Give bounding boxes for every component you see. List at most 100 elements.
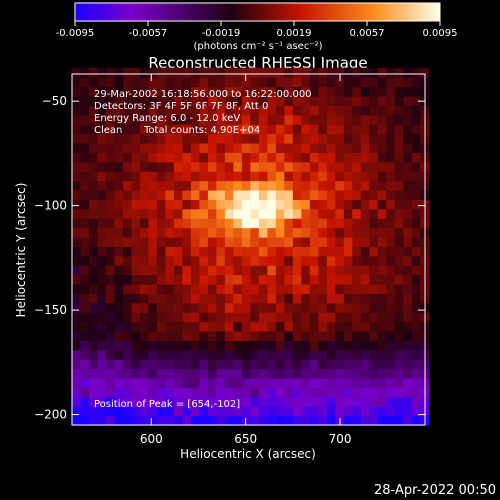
- heatmap-cell: [114, 199, 124, 210]
- heatmap-cell: [267, 377, 277, 388]
- heatmap-cell: [80, 180, 90, 191]
- heatmap-cell: [284, 330, 294, 341]
- heatmap-cell: [148, 208, 158, 219]
- heatmap-cell: [173, 105, 184, 116]
- heatmap-cell: [369, 105, 379, 116]
- heatmap-cell: [97, 105, 107, 116]
- heatmap-cell: [173, 255, 184, 266]
- heatmap-cell: [199, 95, 209, 106]
- heatmap-cell: [131, 340, 141, 351]
- heatmap-cell: [156, 227, 167, 238]
- heatmap-cell: [386, 283, 396, 294]
- heatmap-cell: [411, 218, 421, 229]
- heatmap-cell: [326, 368, 336, 379]
- heatmap-cell: [182, 67, 192, 78]
- heatmap-cells: [72, 67, 430, 426]
- heatmap-cell: [292, 406, 302, 417]
- heatmap-cell: [352, 255, 362, 266]
- heatmap-cell: [386, 142, 396, 153]
- heatmap-cell: [386, 349, 396, 360]
- heatmap-cell: [318, 406, 328, 417]
- heatmap-cell: [352, 415, 362, 426]
- heatmap-cell: [241, 387, 251, 398]
- heatmap-cell: [360, 208, 370, 219]
- heatmap-cell: [131, 415, 141, 426]
- heatmap-cell: [173, 349, 184, 360]
- heatmap-cell: [241, 349, 251, 360]
- heatmap-cell: [394, 340, 404, 351]
- heatmap-cell: [139, 218, 150, 229]
- heatmap-cell: [105, 142, 116, 153]
- heatmap-cell: [267, 67, 277, 78]
- heatmap-cell: [386, 236, 396, 247]
- heatmap-cell: [335, 387, 345, 398]
- heatmap-cell: [377, 114, 387, 125]
- heatmap-cell: [326, 95, 336, 106]
- heatmap-cell: [199, 265, 209, 276]
- heatmap-cell: [97, 246, 107, 257]
- heatmap-cell: [377, 227, 387, 238]
- heatmap-cell: [369, 321, 379, 332]
- heatmap-cell: [139, 349, 150, 360]
- heatmap-cell: [190, 387, 201, 398]
- heatmap-cell: [292, 312, 302, 323]
- heatmap-cell: [326, 189, 336, 200]
- heatmap-cell: [105, 265, 116, 276]
- heatmap-cell: [182, 86, 192, 97]
- heatmap-cell: [275, 180, 285, 191]
- heatmap-cell: [258, 133, 268, 144]
- heatmap-cell: [224, 387, 234, 398]
- heatmap-cell: [411, 77, 421, 88]
- heatmap-cell: [250, 142, 260, 153]
- annotation-energy-range: Energy Range: 6.0 - 12.0 keV: [94, 113, 240, 124]
- heatmap-cell: [394, 302, 404, 313]
- heatmap-cell: [88, 330, 99, 341]
- heatmap-cell: [258, 246, 268, 257]
- heatmap-cell: [216, 189, 226, 200]
- heatmap-cell: [250, 274, 260, 285]
- heatmap-cell: [403, 377, 413, 388]
- heatmap-cell: [199, 171, 209, 182]
- heatmap-cell: [394, 415, 404, 426]
- heatmap-cell: [369, 330, 379, 341]
- heatmap-cell: [156, 86, 167, 97]
- heatmap-cell: [250, 218, 260, 229]
- heatmap-cell: [352, 142, 362, 153]
- heatmap-cell: [377, 86, 387, 97]
- heatmap-cell: [309, 208, 319, 219]
- heatmap-cell: [173, 340, 184, 351]
- heatmap-cell: [411, 161, 421, 172]
- heatmap-cell: [224, 208, 234, 219]
- heatmap-cell: [156, 359, 167, 370]
- heatmap-cell: [343, 199, 353, 210]
- heatmap-cell: [284, 124, 294, 135]
- heatmap-cell: [122, 274, 133, 285]
- heatmap-cell: [292, 86, 302, 97]
- heatmap-cell: [352, 302, 362, 313]
- heatmap-cell: [241, 161, 251, 172]
- heatmap-cell: [173, 302, 184, 313]
- heatmap-cell: [207, 312, 217, 323]
- heatmap-cell: [88, 227, 99, 238]
- colorbar-tick-label: -0.0057: [129, 28, 168, 39]
- heatmap-cell: [207, 133, 217, 144]
- annotation-detectors: Detectors: 3F 4F 5F 6F 7F 8F, Att 0: [94, 101, 268, 112]
- heatmap-cell: [343, 114, 353, 125]
- heatmap-cell: [335, 189, 345, 200]
- heatmap-cell: [88, 396, 99, 407]
- heatmap-cell: [216, 67, 226, 78]
- heatmap-cell: [292, 293, 302, 304]
- heatmap-cell: [199, 283, 209, 294]
- heatmap-cell: [360, 105, 370, 116]
- heatmap-cell: [275, 368, 285, 379]
- heatmap-cell: [292, 171, 302, 182]
- heatmap-cell: [207, 114, 217, 125]
- heatmap-cell: [309, 142, 319, 153]
- heatmap-cell: [250, 415, 260, 426]
- heatmap-cell: [72, 321, 82, 332]
- heatmap-cell: [216, 265, 226, 276]
- heatmap-cell: [377, 349, 387, 360]
- heatmap-cell: [411, 396, 421, 407]
- heatmap-cell: [122, 255, 133, 266]
- heatmap-cell: [335, 95, 345, 106]
